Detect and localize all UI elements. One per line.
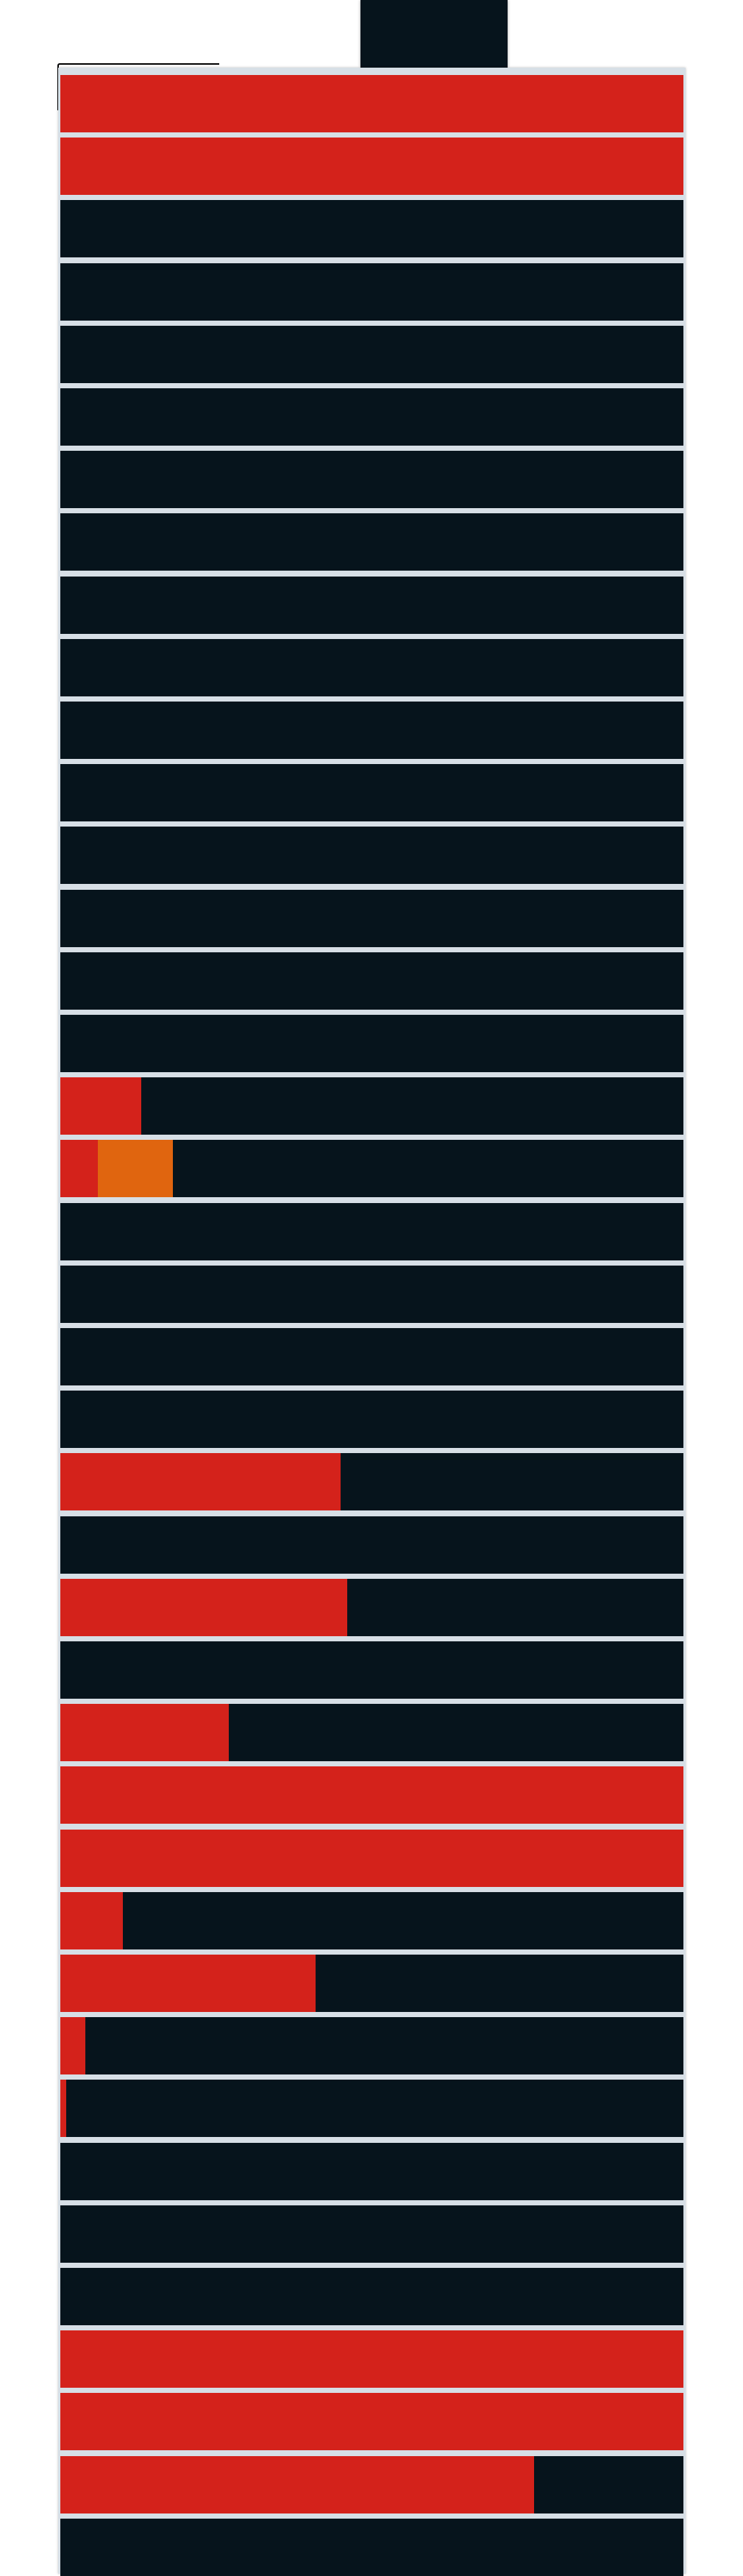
bar-row xyxy=(60,1641,683,1699)
bar-row xyxy=(60,2330,683,2388)
bar-segment-red xyxy=(60,2080,66,2137)
bar-segment-red xyxy=(60,1579,347,1636)
bar-row xyxy=(60,263,683,321)
bar-row xyxy=(60,1766,683,1824)
bar-row xyxy=(60,2017,683,2074)
bar-row xyxy=(60,2456,683,2513)
bar-row xyxy=(60,1266,683,1323)
bar-row xyxy=(60,1203,683,1260)
bar-row xyxy=(60,1704,683,1761)
bar-row xyxy=(60,702,683,759)
bar-segment-red xyxy=(60,2017,85,2074)
bar-row xyxy=(60,577,683,634)
bar-row xyxy=(60,2143,683,2200)
bar-row xyxy=(60,1830,683,1887)
bar-row xyxy=(60,2393,683,2450)
bar-row xyxy=(60,952,683,1010)
bar-row xyxy=(60,639,683,696)
bar-segment-red xyxy=(60,1766,683,1824)
bar-row xyxy=(60,1579,683,1636)
bar-row xyxy=(60,2205,683,2263)
bar-row xyxy=(60,513,683,571)
bar-row xyxy=(60,2519,683,2576)
bar-segment-red xyxy=(60,1077,141,1135)
bar-segment-red xyxy=(60,2330,683,2388)
bar-segment-red xyxy=(60,1453,341,1510)
bar-row xyxy=(60,1328,683,1385)
bar-segment-red xyxy=(60,2393,683,2450)
bar-segment-red xyxy=(60,1830,683,1887)
bar-row xyxy=(60,1015,683,1072)
bar-row xyxy=(60,200,683,257)
bar-segment-red xyxy=(60,2456,534,2513)
bar-row xyxy=(60,451,683,508)
bar-row xyxy=(60,2080,683,2137)
bar-row xyxy=(60,1516,683,1574)
bar-segment-red xyxy=(60,75,683,132)
bar-row xyxy=(60,1140,683,1197)
bar-segment-orange xyxy=(98,1140,173,1197)
bar-row xyxy=(60,326,683,383)
bar-row xyxy=(60,890,683,947)
bar-row xyxy=(60,1955,683,2012)
bar-segment-red xyxy=(60,1892,123,1949)
bar-segment-red xyxy=(60,1140,98,1197)
bar-row xyxy=(60,2268,683,2325)
bar-row xyxy=(60,75,683,132)
bar-row xyxy=(60,1391,683,1448)
bar-row xyxy=(60,1077,683,1135)
bar-segment-red xyxy=(60,1704,229,1761)
bar-row xyxy=(60,827,683,884)
bar-row xyxy=(60,1453,683,1510)
bar-row xyxy=(60,388,683,446)
bar-row xyxy=(60,138,683,195)
bar-list-panel xyxy=(58,68,686,2576)
bar-segment-red xyxy=(60,1955,316,2012)
bar-row xyxy=(60,764,683,821)
bar-row xyxy=(60,1892,683,1949)
bar-segment-red xyxy=(60,138,683,195)
top-tab-handle[interactable] xyxy=(360,0,508,68)
